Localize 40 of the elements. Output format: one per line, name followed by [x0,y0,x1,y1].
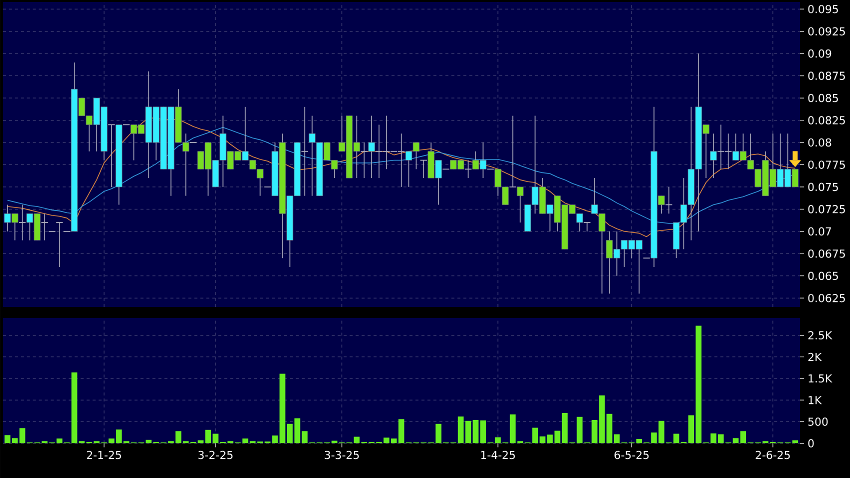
y-tick-label: 0.065 [808,272,838,280]
candlestick [300,106,309,196]
bar [458,416,464,444]
candlestick [509,115,517,188]
candlestick [18,204,26,241]
y-tick-label: 0.09 [808,49,832,58]
x-tick-label: 2-6-25 [756,450,790,460]
x-tick-label: 6-5-25 [614,450,649,460]
y-tick-label: 0.0925 [808,27,845,36]
candlestick [360,142,368,178]
candlestick [464,160,472,178]
y-tick-label: 0.075 [808,182,838,192]
y-tick-label: 1K [808,396,822,404]
bar [732,438,739,444]
y-tick-label: 0 [808,439,814,448]
y-tick-label: 500 [808,418,828,426]
y-tick-label: 2K [808,352,822,361]
bar [673,434,680,444]
y-tick-label: 0.0875 [808,72,845,80]
y-tick-label: 0.085 [808,94,838,102]
x-tick-label: 3-2-25 [198,450,232,460]
y-tick-label: 0.095 [808,4,838,14]
x-tick-label: 2-1-25 [86,450,122,460]
y-tick-label: 0.0725 [808,205,845,214]
y-tick-label: 0.07 [808,227,831,236]
x-tick-label: 3-3-25 [324,450,359,460]
candlestick [583,222,591,232]
y-tick-label: 0.0625 [808,294,845,302]
y-tick-label: 1.5K [808,374,832,383]
y-tick-label: 0.0775 [808,160,845,169]
bar [242,438,248,444]
bar [302,431,308,444]
candlestick [108,124,116,188]
y-tick-label: 0.0675 [808,249,845,258]
y-tick-label: 2.5K [808,331,832,340]
x-tick-label: 1-4-25 [481,450,515,460]
y-tick-label: 0.08 [808,138,832,147]
y-tick-label: 0.0825 [808,116,845,124]
candlestick [56,222,64,268]
candlestick [40,213,48,241]
